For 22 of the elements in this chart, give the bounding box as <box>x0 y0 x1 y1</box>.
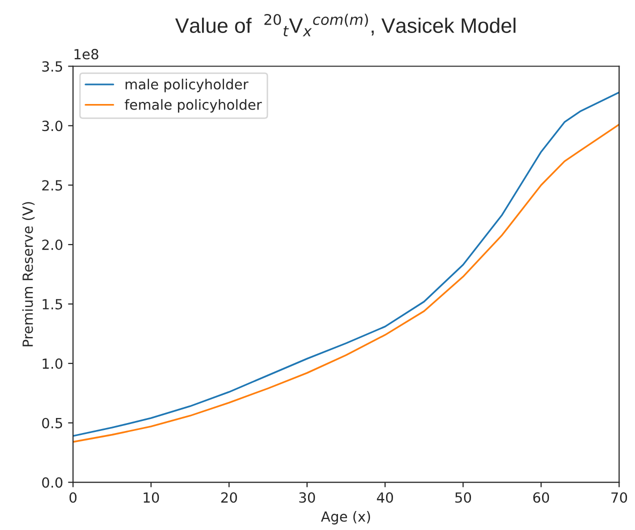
x-tick-label: 0 <box>70 492 77 503</box>
y-tick-label: 2.0 <box>42 240 62 250</box>
x-tick-label: 40 <box>376 492 393 503</box>
x-tick-label: 30 <box>299 492 315 503</box>
y-tick-label: 3.5 <box>42 61 62 72</box>
x-tick-label: 70 <box>611 492 628 503</box>
x-tick-label: 60 <box>533 492 550 503</box>
text: 1e8 <box>74 48 98 60</box>
y-tick-label: 2.5 <box>42 180 62 191</box>
y-tick-label: 0.5 <box>42 418 62 428</box>
x-tick-label: 20 <box>221 492 237 503</box>
legend-label: female policyholder <box>124 99 262 113</box>
legend-label: male policyholder <box>126 78 248 92</box>
x-tick-label: 10 <box>144 492 159 503</box>
y-tick-label: 3.0 <box>42 120 62 132</box>
y-tick-label: 0.0 <box>42 477 62 488</box>
y-axis-title: Premium Reserve (V) <box>22 202 35 346</box>
x-tick-label: 50 <box>455 492 472 503</box>
chart-title: Value of $^{20}$$_{t}$V$_{x}$$^{com(m)}$, Vasicek Model <box>175 14 516 36</box>
y-tick-label: 1.0 <box>42 358 62 369</box>
y-tick-label: 1.5 <box>42 299 62 310</box>
x-axis-title: Age (x) <box>321 511 370 524</box>
